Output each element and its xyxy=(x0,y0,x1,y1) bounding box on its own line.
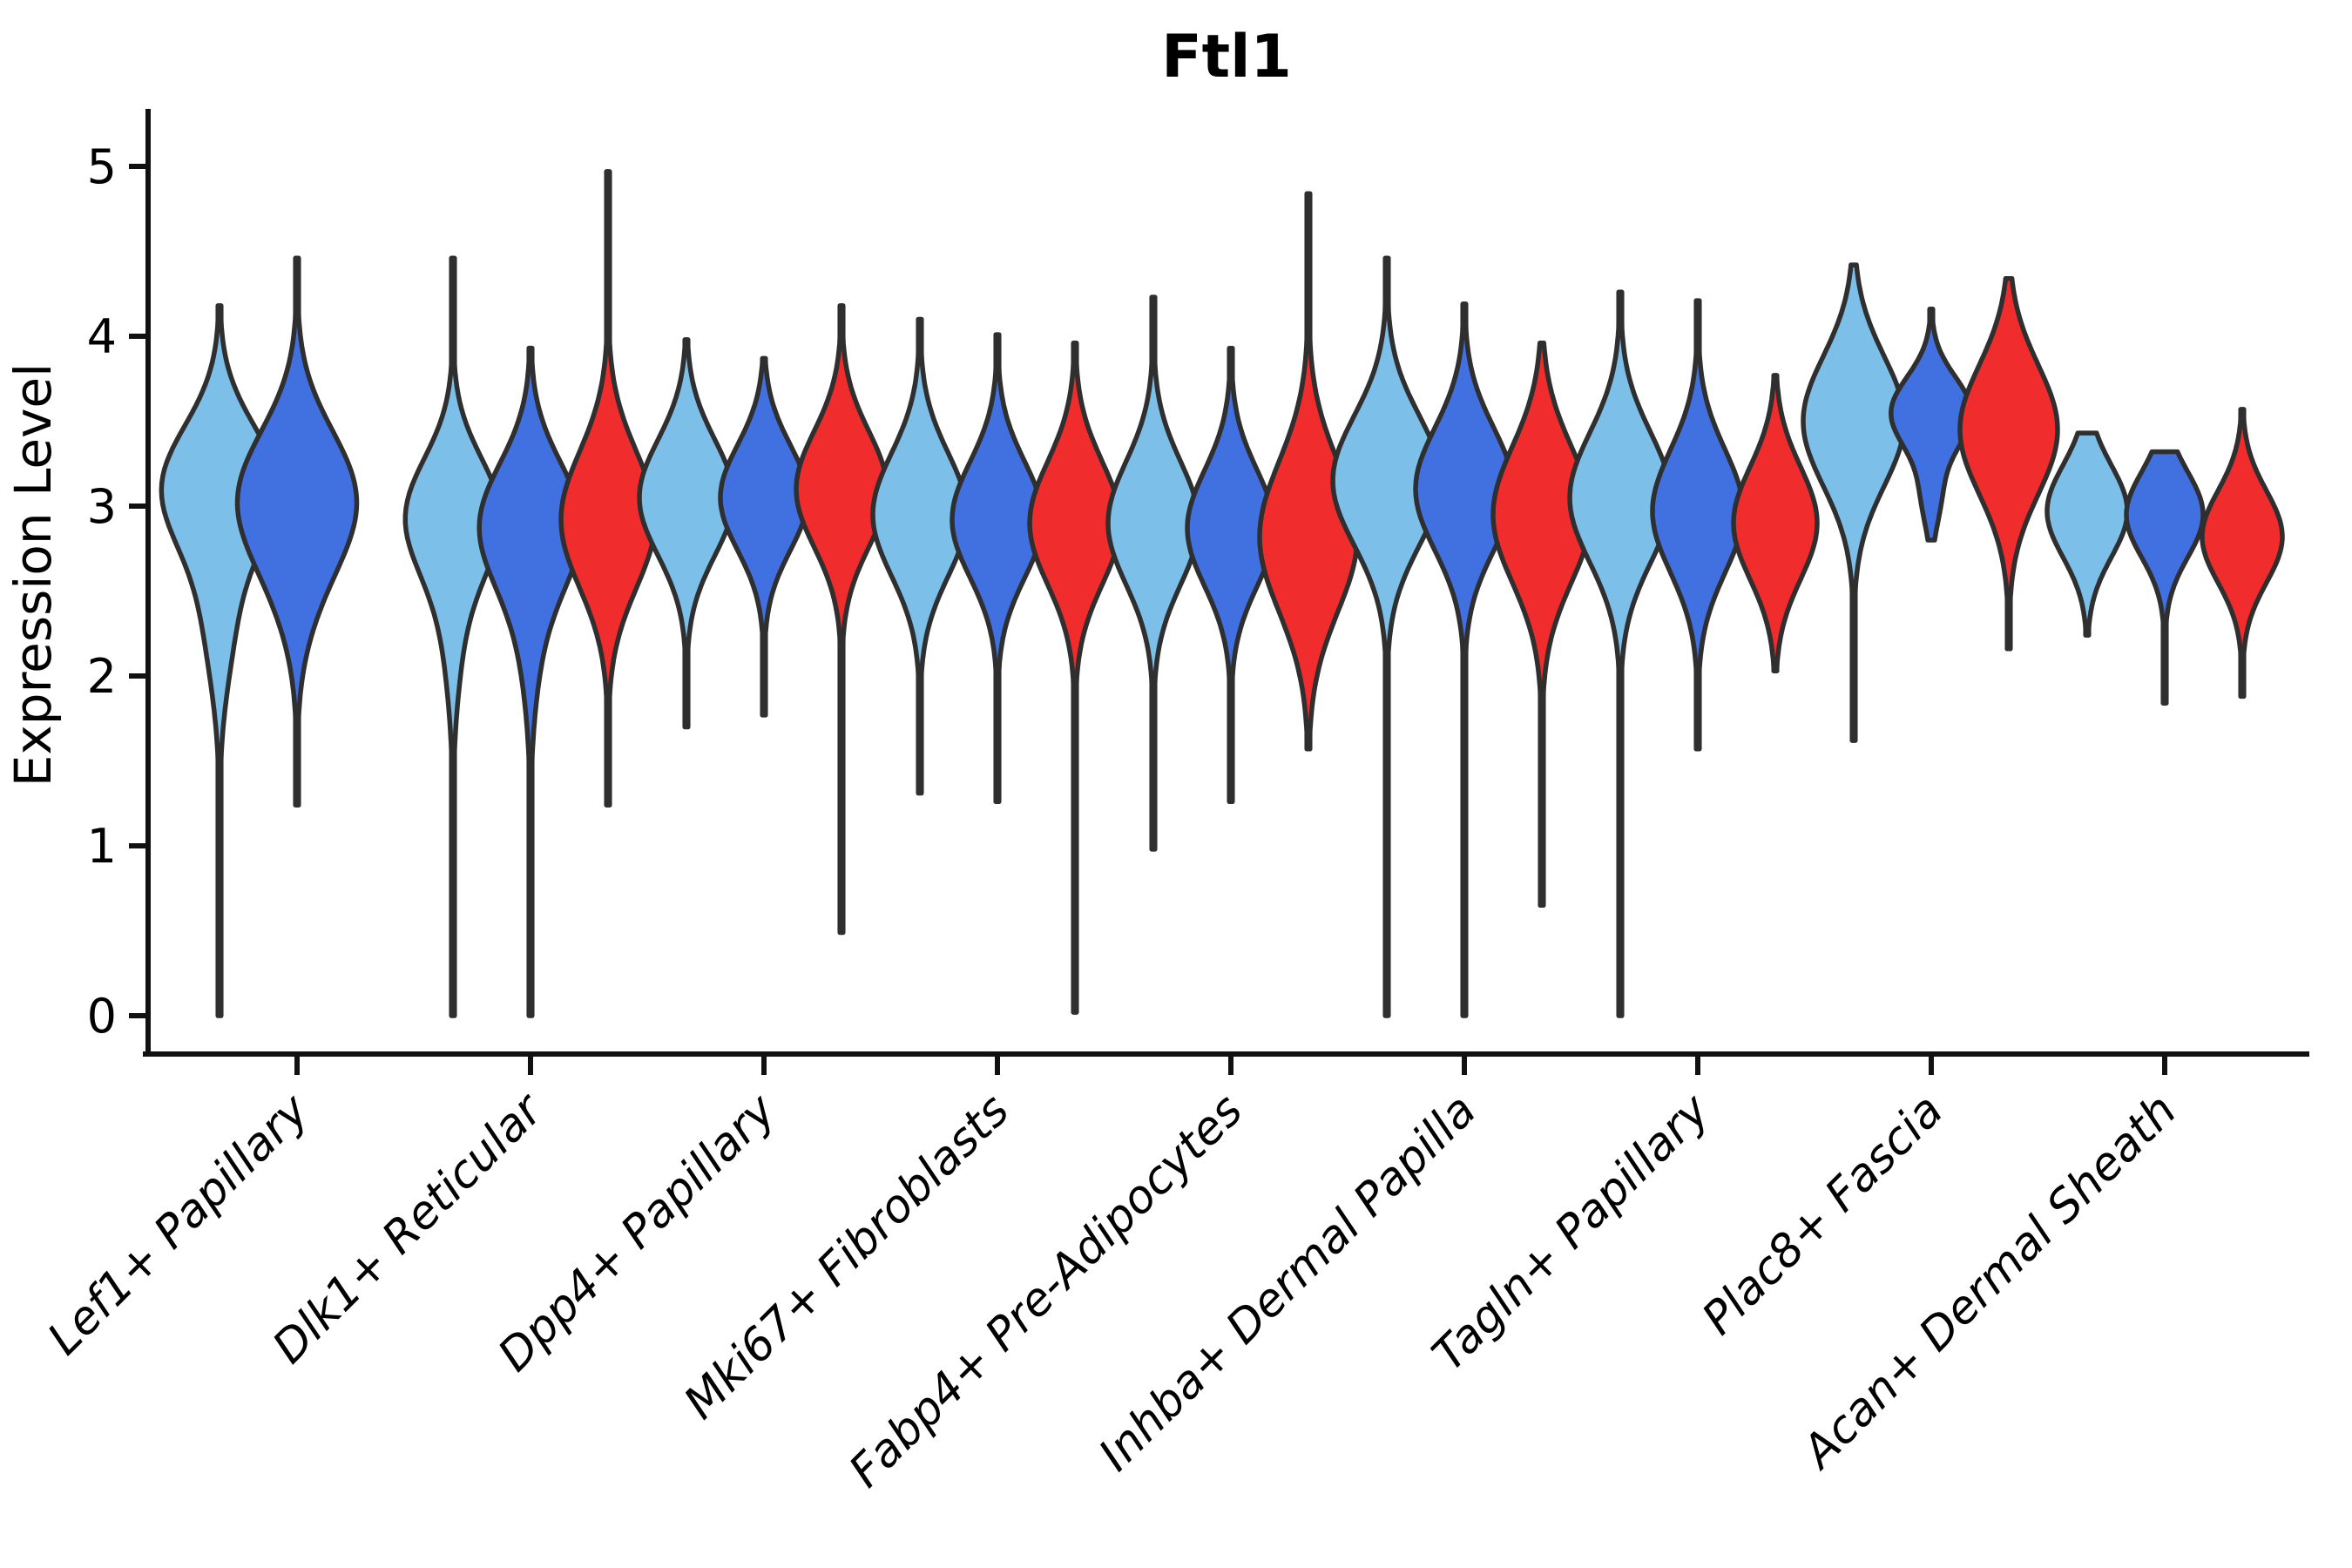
y-tick-label: 3 xyxy=(87,479,117,534)
violin-red-inhba+ xyxy=(1490,341,1593,909)
violin-red-dlk1+ xyxy=(558,169,658,808)
violin-royalblue-inhba+ xyxy=(1413,301,1516,1018)
y-tick-label: 1 xyxy=(87,819,117,874)
violin-royalblue-dpp4+ xyxy=(718,355,810,718)
violins xyxy=(159,169,2285,1018)
violin-red-fabp4+ xyxy=(1257,191,1360,752)
violin-skyblue-lef1+ xyxy=(159,303,280,1018)
violin-royalblue-fabp4+ xyxy=(1185,345,1277,805)
x-tick-label: Acan+ Dermal Sheath xyxy=(1791,1085,2186,1480)
violin-red-acan+ xyxy=(2200,407,2285,700)
y-tick-label: 2 xyxy=(87,649,117,704)
violin-skyblue-dlk1+ xyxy=(402,255,504,1018)
plot-title: Ftl1 xyxy=(1161,23,1292,91)
violin-skyblue-tagln+ xyxy=(1567,289,1673,1018)
violin-red-plac8+ xyxy=(1957,275,2060,652)
violin-skyblue-inhba+ xyxy=(1330,255,1443,1018)
y-tick-label: 5 xyxy=(87,139,117,194)
violin-red-mki67+ xyxy=(1027,341,1123,1015)
y-tick-label: 0 xyxy=(87,989,117,1044)
violin-skyblue-dpp4+ xyxy=(637,337,736,730)
violin-skyblue-mki67+ xyxy=(870,316,970,796)
violin-royalblue-plac8+ xyxy=(1889,307,1974,543)
y-axis-label: Expression Level xyxy=(3,363,63,787)
y-tick-label: 4 xyxy=(87,309,117,364)
violin-royalblue-mki67+ xyxy=(950,332,1045,805)
x-tick-label: Fabp4+ Pre-Adipocytes xyxy=(840,1085,1254,1498)
violin-red-tagln+ xyxy=(1731,373,1820,673)
violin-royalblue-dlk1+ xyxy=(476,345,585,1018)
violin-red-dpp4+ xyxy=(794,303,889,936)
violin-skyblue-fabp4+ xyxy=(1105,294,1201,852)
violin-royalblue-acan+ xyxy=(2124,449,2206,706)
x-tick-label: Plac8+ Fascia xyxy=(1693,1085,1953,1345)
violin-skyblue-acan+ xyxy=(2044,430,2130,638)
violin-skyblue-plac8+ xyxy=(1801,262,1907,743)
y-axis-ticks: 0 1 2 3 4 5 xyxy=(87,139,148,1044)
x-tick-label: Inhba+ Dermal Papilla xyxy=(1089,1085,1486,1482)
violin-royalblue-lef1+ xyxy=(234,255,360,808)
violin-royalblue-tagln+ xyxy=(1650,298,1746,752)
